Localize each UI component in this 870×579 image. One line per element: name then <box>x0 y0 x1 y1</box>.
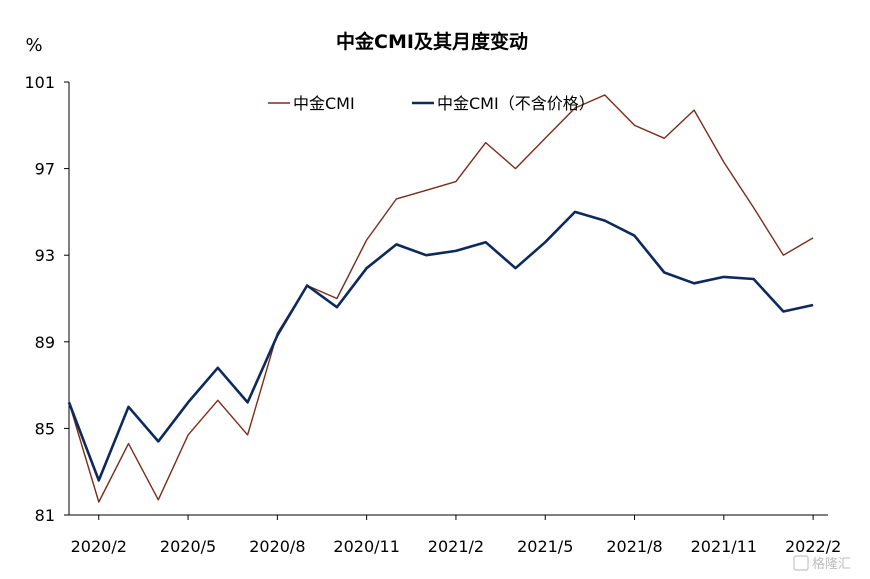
x-tick-label: 2021/2 <box>428 537 484 556</box>
y-axis: 81 85 89 93 97 101 <box>24 73 70 525</box>
x-tick-label: 2022/2 <box>785 537 841 556</box>
legend-label: 中金CMI <box>293 94 355 113</box>
y-tick-label: 81 <box>35 506 55 525</box>
x-tick-label: 2020/8 <box>249 537 305 556</box>
y-tick-label: 85 <box>35 419 55 438</box>
y-tick-label: 97 <box>35 160 55 179</box>
x-tick-label: 2021/8 <box>606 537 662 556</box>
series-layer <box>67 94 814 503</box>
x-tick-label: 2020/11 <box>333 537 399 556</box>
watermark-text: 格隆汇 <box>812 556 851 572</box>
watermark-logo-icon <box>793 555 809 571</box>
x-tick-label: 2020/5 <box>160 537 216 556</box>
y-axis-unit: % <box>25 35 42 56</box>
watermark: 格隆汇 <box>793 555 851 572</box>
y-tick-label: 89 <box>35 333 55 352</box>
y-tick-label: 93 <box>35 246 55 265</box>
x-tick-label: 2020/2 <box>71 537 127 556</box>
x-tick-label: 2021/5 <box>517 537 573 556</box>
chart-title: 中金CMI及其月度变动 <box>336 30 528 53</box>
x-tick-label: 2021/11 <box>691 537 757 556</box>
x-axis: 2020/2 2020/5 2020/8 2020/11 2021/2 2021/5 202… <box>69 514 841 556</box>
series-line-1 <box>68 94 814 503</box>
y-tick-label: 101 <box>24 73 55 92</box>
series-line-2 <box>67 210 814 482</box>
legend-label: 中金CMI（不含价格） <box>437 94 595 113</box>
legend: 中金CMI 中金CMI（不含价格） <box>268 94 595 113</box>
